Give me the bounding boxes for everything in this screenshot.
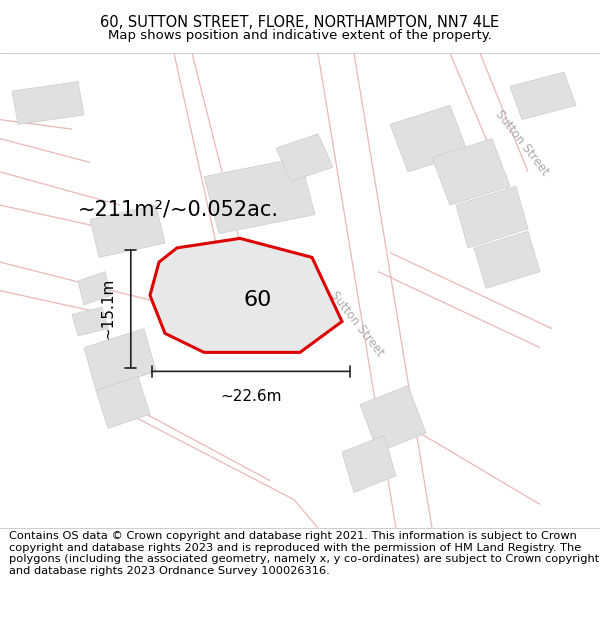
Text: ~211m²/~0.052ac.: ~211m²/~0.052ac. bbox=[78, 200, 279, 220]
Polygon shape bbox=[72, 308, 108, 336]
Polygon shape bbox=[78, 272, 111, 305]
Polygon shape bbox=[360, 386, 426, 452]
Text: 60, SUTTON STREET, FLORE, NORTHAMPTON, NN7 4LE: 60, SUTTON STREET, FLORE, NORTHAMPTON, N… bbox=[100, 15, 500, 30]
Text: ~15.1m: ~15.1m bbox=[101, 278, 116, 339]
Polygon shape bbox=[12, 82, 84, 124]
Text: Contains OS data © Crown copyright and database right 2021. This information is : Contains OS data © Crown copyright and d… bbox=[9, 531, 599, 576]
Polygon shape bbox=[204, 158, 315, 234]
Text: ~22.6m: ~22.6m bbox=[220, 389, 281, 404]
Polygon shape bbox=[390, 106, 468, 172]
Polygon shape bbox=[90, 205, 165, 258]
Polygon shape bbox=[510, 72, 576, 119]
Polygon shape bbox=[96, 376, 150, 428]
Polygon shape bbox=[474, 231, 540, 288]
Text: Map shows position and indicative extent of the property.: Map shows position and indicative extent… bbox=[108, 29, 492, 42]
Polygon shape bbox=[84, 329, 156, 391]
Text: 60: 60 bbox=[244, 290, 272, 310]
Polygon shape bbox=[456, 186, 528, 248]
Text: Sutton Street: Sutton Street bbox=[328, 289, 386, 359]
Polygon shape bbox=[276, 134, 333, 181]
Text: Sutton Street: Sutton Street bbox=[493, 108, 551, 179]
Polygon shape bbox=[150, 238, 342, 352]
Polygon shape bbox=[432, 139, 510, 205]
Polygon shape bbox=[342, 436, 396, 492]
